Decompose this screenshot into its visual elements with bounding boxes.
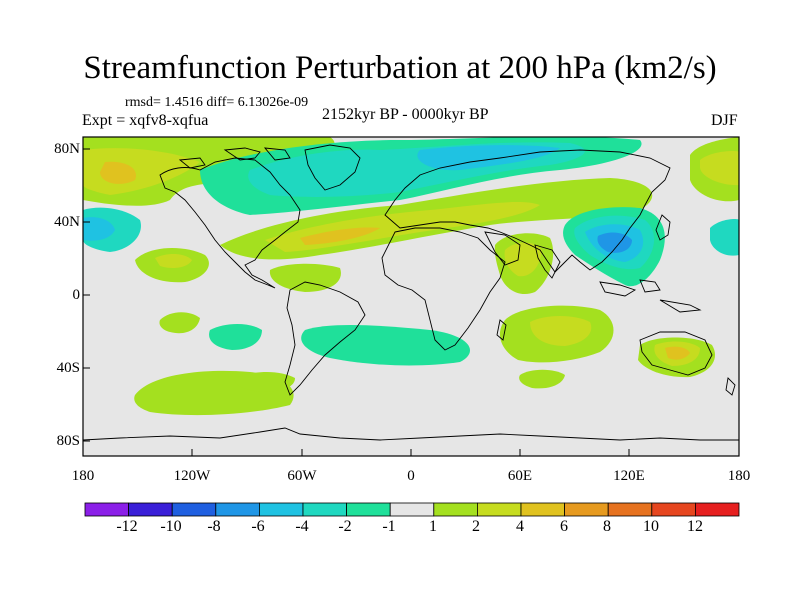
axis-ticks — [83, 148, 630, 456]
colorbar-label: 6 — [560, 518, 568, 535]
colorbar-label: 2 — [472, 518, 480, 535]
colorbar-label: -1 — [382, 518, 396, 535]
colorbar-swatch — [476, 502, 522, 517]
colorbar-swatch — [346, 502, 391, 517]
contour-neg-satlantic — [301, 325, 470, 366]
lat-label-0: 0 — [72, 287, 81, 303]
coast-greenland — [304, 144, 361, 191]
lat-label-80n: 80N — [54, 141, 80, 157]
colorbar-swatch — [607, 502, 653, 517]
lon-label-60w: 60W — [287, 468, 317, 484]
colorbar-swatch — [84, 502, 129, 517]
coast-new-zealand — [725, 377, 736, 396]
contour-pos-sepacific — [159, 312, 200, 334]
lon-label-120e: 120E — [613, 468, 645, 484]
contour-pos2-north-pacific — [83, 148, 200, 195]
contour-neg-sepacific2 — [209, 324, 262, 350]
colorbar-swatch — [520, 502, 565, 517]
coast-antarctica — [83, 427, 739, 441]
colorbar-label: 4 — [516, 518, 524, 535]
coast-madagascar — [496, 319, 507, 341]
coast-north-america — [159, 157, 301, 289]
contour-pos4-north-pacific — [100, 161, 136, 184]
coast-arabia — [484, 231, 521, 266]
colorbar-swatch — [171, 502, 217, 517]
contour-pos-southern2 — [234, 372, 295, 392]
coastlines — [83, 144, 739, 441]
contour-fields — [83, 137, 739, 416]
contour-neg2-westedge — [83, 217, 115, 241]
period-label: 2152kyr BP - 0000kyr BP — [322, 106, 489, 123]
colorbar — [84, 502, 740, 517]
colorbar-swatch — [128, 502, 173, 517]
lat-label-40s: 40S — [56, 360, 80, 376]
colorbar-swatch — [651, 502, 696, 517]
lat-label-80s: 80S — [56, 433, 80, 449]
contour-pos2-indian — [530, 316, 592, 346]
contour-neg4-arctic — [417, 145, 560, 171]
colorbar-swatch — [389, 502, 435, 517]
coast-africa — [381, 227, 506, 351]
lon-label-180w: 180 — [71, 468, 95, 484]
colorbar-swatch — [433, 502, 478, 517]
colorbar-label: -12 — [116, 518, 138, 535]
colorbar-label: 10 — [643, 518, 659, 535]
coast-eurasia — [384, 149, 671, 273]
contour-pos-indian-s — [519, 369, 565, 389]
contour-pos2-africa — [504, 242, 542, 277]
colorbar-swatch — [564, 502, 609, 517]
lon-label-0: 0 — [407, 468, 415, 484]
colorbar-label: 8 — [603, 518, 611, 535]
coast-arctic-islands — [178, 147, 291, 169]
colorbar-label: -10 — [160, 518, 182, 535]
coast-japan — [655, 214, 671, 241]
colorbar-swatch — [695, 502, 740, 517]
lon-label-180e: 180 — [727, 468, 751, 484]
colorbar-swatch — [215, 502, 260, 517]
colorbar-label: -6 — [251, 518, 265, 535]
contour-pos2-eastedge — [700, 150, 739, 186]
contour-pos4-eurasia — [300, 227, 380, 245]
experiment-label: Expt = xqfv8-xqfua — [82, 112, 209, 129]
colorbar-swatch — [302, 502, 347, 517]
coast-australia — [639, 331, 713, 376]
coast-south-america — [284, 281, 366, 396]
lat-label-40n: 40N — [54, 214, 80, 230]
colorbar-label: 1 — [429, 518, 437, 535]
stats-text: rmsd= 1.4516 diff= 6.13026e-09 — [125, 95, 309, 110]
colorbar-label: -8 — [207, 518, 221, 535]
contour-pos4-australia — [665, 346, 690, 360]
coast-india — [534, 244, 561, 279]
contour-pos2-trop-pacific — [155, 254, 192, 268]
season-label: DJF — [711, 112, 738, 129]
contour-neg-eastedge — [710, 218, 739, 256]
contour-pos-tropam — [269, 263, 341, 292]
lon-label-60e: 60E — [507, 468, 533, 484]
coast-se-asia — [599, 279, 702, 313]
colorbar-label: 12 — [687, 518, 703, 535]
plot-title: Streamfunction Perturbation at 200 hPa (… — [83, 50, 717, 86]
lon-label-120w: 120W — [173, 468, 211, 484]
colorbar-swatch — [258, 502, 304, 517]
colorbar-label: -4 — [295, 518, 309, 535]
colorbar-label: -2 — [338, 518, 352, 535]
